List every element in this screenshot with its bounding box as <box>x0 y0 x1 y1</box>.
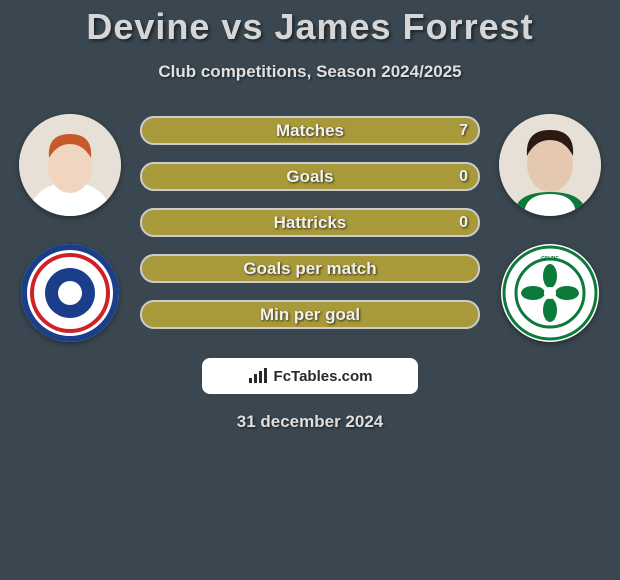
left-player-avatar-icon <box>19 114 121 216</box>
stat-label: Goals <box>142 167 478 187</box>
stat-value-right: 0 <box>459 168 468 186</box>
right-player-avatar-icon <box>499 114 601 216</box>
page-subtitle: Club competitions, Season 2024/2025 <box>0 62 620 82</box>
celtic-badge-icon: CELTIC <box>501 244 599 342</box>
stat-label: Matches <box>142 121 478 141</box>
stat-bar: Matches7 <box>140 116 480 145</box>
right-club-badge: CELTIC <box>501 244 599 342</box>
rangers-badge-icon: RANGERS <box>21 244 119 342</box>
branding-box: FcTables.com <box>202 358 418 394</box>
svg-text:CELTIC: CELTIC <box>541 256 559 262</box>
comparison-infographic: Devine vs James Forrest Club competition… <box>0 0 620 432</box>
stat-label: Hattricks <box>142 213 478 233</box>
left-player-avatar <box>19 114 121 216</box>
left-player-column: RANGERS <box>0 112 140 342</box>
stat-value-right: 0 <box>459 214 468 232</box>
stat-bar: Min per goal <box>140 300 480 329</box>
stat-bar: Hattricks0 <box>140 208 480 237</box>
footer-date: 31 december 2024 <box>0 412 620 432</box>
stat-label: Min per goal <box>142 305 478 325</box>
right-player-avatar <box>499 114 601 216</box>
branding-label: FcTables.com <box>274 368 373 385</box>
right-player-column: CELTIC <box>480 112 620 342</box>
stat-bar: Goals0 <box>140 162 480 191</box>
svg-text:RANGERS: RANGERS <box>55 274 85 280</box>
left-club-badge: RANGERS <box>21 244 119 342</box>
bars-icon <box>248 368 268 384</box>
stat-value-right: 7 <box>459 122 468 140</box>
stat-bar: Goals per match <box>140 254 480 283</box>
main-row: RANGERS Matches7Goals0Hattricks0Goals pe… <box>0 112 620 342</box>
page-title: Devine vs James Forrest <box>0 6 620 48</box>
stat-label: Goals per match <box>142 259 478 279</box>
stats-bars: Matches7Goals0Hattricks0Goals per matchM… <box>140 112 480 329</box>
